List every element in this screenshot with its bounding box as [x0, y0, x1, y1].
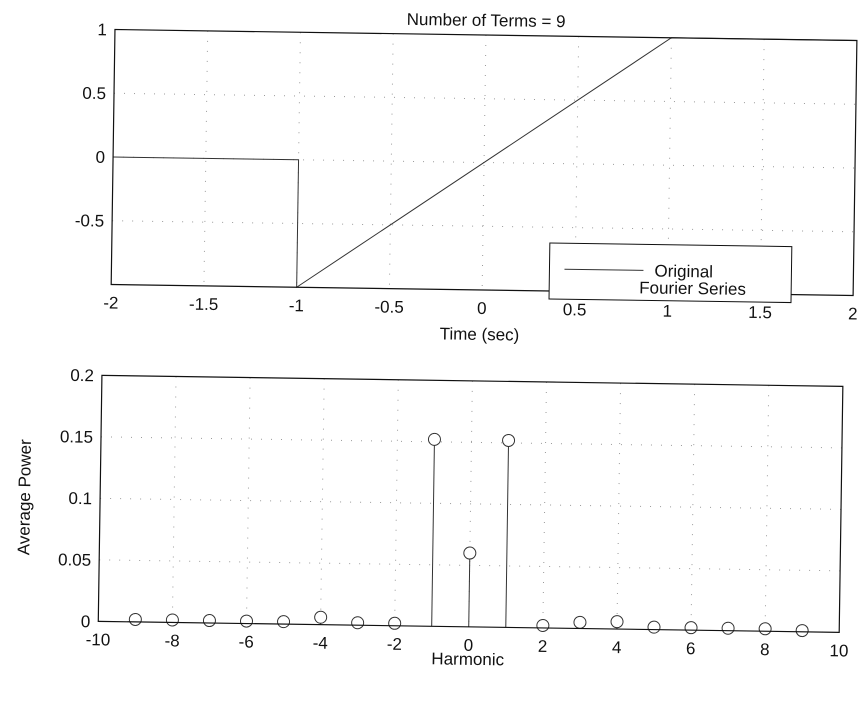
stem-marker — [721, 621, 735, 635]
grid-line-x — [171, 376, 177, 623]
x-tick-label: 8 — [760, 640, 770, 659]
stem-marker — [314, 610, 328, 624]
x-tick-label: -4 — [313, 634, 328, 653]
grid-line-x — [245, 377, 251, 624]
stem-marker — [758, 622, 772, 636]
x-tick-label: -2 — [103, 293, 118, 312]
x-tick-label: 2 — [538, 637, 548, 656]
grid-line-y — [101, 436, 842, 449]
stem-marker — [427, 432, 441, 446]
harmonic-power-plot: -10 -8 -6 -4 -2 0 2 4 6 8 10 0 0.05 0.1 0.15 0.2 Harmon… — [14, 366, 849, 669]
stem-marker — [684, 621, 698, 635]
plot-frame — [110, 28, 858, 297]
stem-marker — [165, 613, 179, 627]
x-tick-label: -1.5 — [189, 295, 219, 314]
x-tick-label: -10 — [86, 630, 111, 649]
grid-line-x — [468, 380, 473, 627]
stem-marker — [463, 546, 477, 560]
stem-marker — [202, 614, 216, 628]
axis-ticks: -2 -1.5 -1 -0.5 0 0.5 1 1.5 2 -0.5 0 0.5 1 — [75, 20, 858, 323]
grid-line-x — [542, 381, 547, 628]
x-tick-label: 10 — [829, 641, 848, 660]
legend-line-original — [564, 268, 644, 271]
x-tick-label: -8 — [164, 631, 179, 650]
x-tick-label: -0.5 — [374, 297, 404, 316]
x-tick-label: -6 — [238, 632, 253, 651]
stem-marker — [502, 433, 516, 447]
x-tick-label: -1 — [289, 296, 304, 315]
grid-line-x — [320, 378, 325, 625]
x-tick-label: 6 — [686, 639, 696, 658]
x-tick-label: 0 — [477, 299, 487, 318]
stem-line — [468, 553, 471, 627]
legend-label-fourier: Fourier Series — [639, 278, 746, 299]
x-tick-label: 1 — [662, 302, 672, 321]
y-tick-label: -0.5 — [75, 211, 105, 230]
legend: Original Fourier Series — [548, 242, 793, 304]
y-tick-label: 0 — [95, 148, 105, 167]
y-tick-label: 0.1 — [68, 489, 92, 508]
grid-line-x — [690, 384, 696, 631]
legend-box — [548, 242, 793, 304]
x-tick-label: 1.5 — [748, 303, 772, 322]
x-tick-label: 4 — [612, 638, 622, 657]
y-tick-label: 0 — [81, 612, 91, 631]
plot-frame — [97, 374, 844, 633]
stem-marker — [128, 612, 142, 626]
time-domain-plot: Number of Terms = 9 -2 -1.5 -1 -0.5 0 0.5 1 1.5… — [75, 10, 858, 345]
stem-marker — [388, 616, 402, 630]
x-tick-label: 2 — [848, 304, 858, 323]
stem-marker — [795, 624, 809, 638]
grid-line-x — [616, 383, 622, 630]
grid-line-x — [764, 385, 770, 632]
y-tick-label: 0.05 — [58, 550, 91, 569]
stem-marker — [536, 618, 550, 632]
axis-ticks: -10 -8 -6 -4 -2 0 2 4 6 8 10 0 0.05 0.1 0.15 0.2 — [58, 366, 849, 661]
x-tick-label: -2 — [387, 635, 402, 654]
y-tick-label: 1 — [97, 20, 107, 39]
x-tick-label: 0.5 — [563, 300, 587, 319]
legend-label-original: Original — [654, 262, 713, 282]
stem-marker — [647, 620, 661, 634]
grid-line-y — [112, 220, 855, 233]
grid-line-y — [100, 497, 842, 510]
stem-marker — [610, 615, 624, 629]
plot-title: Number of Terms = 9 — [407, 10, 566, 31]
stem-marker — [239, 614, 253, 628]
stem-marker — [277, 615, 291, 629]
x-axis-label: Time (sec) — [440, 324, 520, 344]
y-tick-label: 0.15 — [60, 427, 93, 446]
y-tick-label: 0.2 — [70, 366, 94, 385]
stem-marker — [351, 616, 365, 630]
stem-line — [505, 440, 510, 628]
stem-marker — [573, 615, 587, 629]
x-axis-label: Harmonic — [431, 649, 505, 669]
y-tick-label: 0.5 — [82, 84, 106, 103]
grid-line-x — [394, 379, 399, 626]
grid-line-y — [114, 92, 856, 105]
y-axis-label: Average Power — [14, 439, 35, 556]
x-tick-label: 0 — [464, 636, 474, 655]
stem-line — [431, 439, 435, 627]
